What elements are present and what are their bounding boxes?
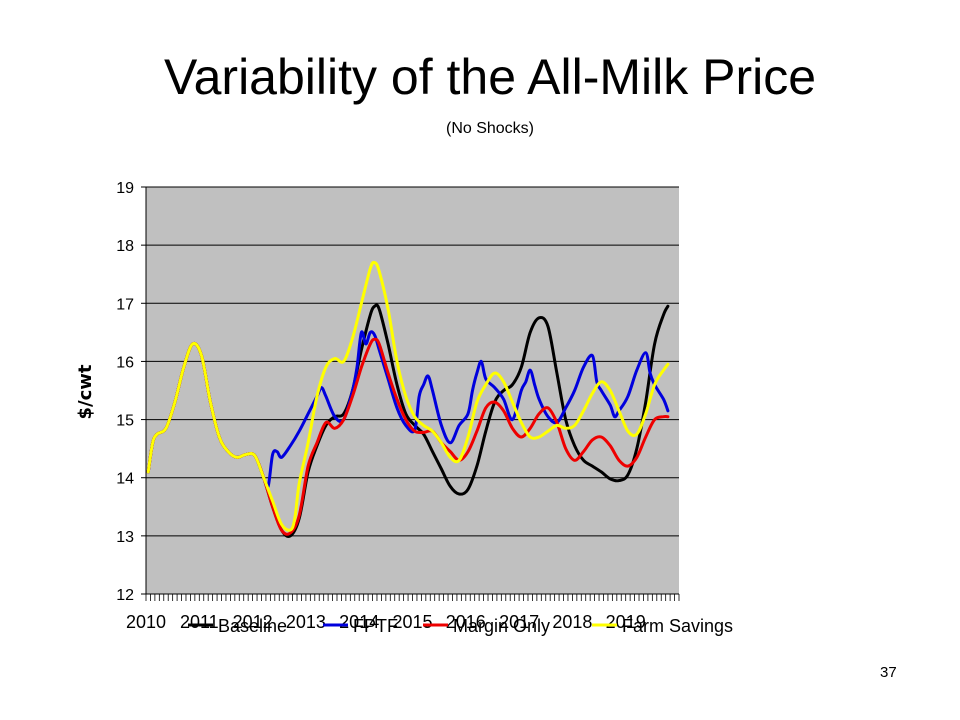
legend-label-margin-only: Margin Only: [453, 616, 550, 636]
plot-area: [146, 187, 679, 594]
y-tick-label: 16: [116, 354, 134, 371]
y-axis: 12 13 14 15 16 17 18 19: [116, 180, 147, 604]
x-tick-label: 2015: [392, 612, 432, 632]
legend: Baseline FPTF Margin Only Farm Savings: [188, 616, 733, 636]
series-layer: [146, 260, 670, 538]
x-tick-label: 2016: [446, 612, 486, 632]
x-tick-label: 2018: [552, 612, 592, 632]
legend-label-baseline: Baseline: [218, 616, 287, 636]
legend-label-fptf: FPTF: [353, 616, 398, 636]
series-line-farm-savings: [146, 260, 670, 532]
x-tick-label: 2014: [339, 612, 379, 632]
x-tick-label: 2012: [233, 612, 273, 632]
x-tick-label: 2010: [126, 612, 166, 632]
gridlines: [146, 186, 679, 537]
y-tick-label: 19: [116, 180, 134, 197]
legend-label-farm-savings: Farm Savings: [622, 616, 733, 636]
plot-background: [146, 187, 679, 594]
y-tick-label: 13: [116, 529, 134, 546]
y-axis-label: $/cwt: [75, 364, 96, 419]
y-tick-label: 14: [116, 471, 134, 488]
x-tick-label: 2017: [499, 612, 539, 632]
x-tick-label: 2019: [606, 612, 646, 632]
y-tick-label: 15: [116, 413, 134, 430]
x-tick-label: 2011: [180, 612, 219, 632]
y-tick-label: 17: [116, 296, 134, 313]
chart-subtitle: (No Shocks): [445, 120, 535, 137]
y-tick-label: 18: [116, 238, 134, 255]
y-tick-label: 12: [116, 587, 134, 604]
page-title: Variability of the All-Milk Price: [163, 49, 817, 105]
page-number: 37: [880, 664, 897, 681]
x-axis: 2010 2011 2012 2013 2014 2015 2016 2017 2018 2019: [126, 593, 680, 632]
x-tick-label: 2013: [286, 612, 326, 632]
